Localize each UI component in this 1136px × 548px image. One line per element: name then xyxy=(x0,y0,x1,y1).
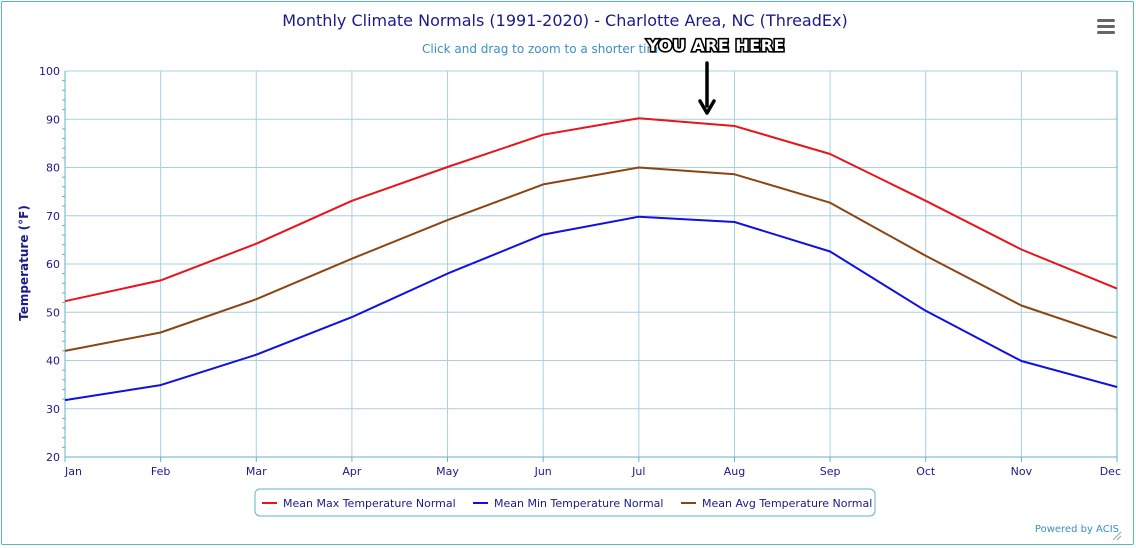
y-tick-label: 80 xyxy=(46,162,60,175)
chart-grid xyxy=(62,70,1118,462)
arrow-head xyxy=(698,99,716,115)
credit-link[interactable]: Powered by ACIS xyxy=(1035,524,1119,535)
y-axis-title: Temperature (°F) xyxy=(17,205,31,321)
legend-item-label[interactable]: Mean Avg Temperature Normal xyxy=(702,497,872,510)
x-axis: Jan Feb Mar Apr May Jun Jul Aug Sep Oct Nov Dec xyxy=(64,465,1121,478)
annotation-label: YOU ARE HERE xyxy=(646,36,785,55)
x-tick-label: May xyxy=(436,465,459,478)
chart-legend: Mean Max Temperature Normal Mean Min Temp… xyxy=(254,488,876,517)
y-tick-label: 70 xyxy=(46,210,60,223)
legend-item-label[interactable]: Mean Min Temperature Normal xyxy=(494,497,663,510)
y-tick-label: 20 xyxy=(46,451,60,464)
x-tick-label: Oct xyxy=(916,465,936,478)
series-line-1[interactable] xyxy=(64,215,1118,402)
x-tick-label: Apr xyxy=(342,465,362,478)
x-tick-label: Jun xyxy=(534,465,552,478)
series-line-2[interactable] xyxy=(64,166,1118,352)
x-tick-label: Dec xyxy=(1100,465,1121,478)
y-axis: 20 30 40 50 60 70 80 90 100 xyxy=(39,65,60,464)
chart-subtitle: Click and drag to zoom to a shorter tim xyxy=(422,42,658,56)
x-tick-label: Jan xyxy=(64,465,82,478)
series-line-0[interactable] xyxy=(64,117,1118,303)
y-tick-label: 100 xyxy=(39,65,60,78)
y-tick-label: 50 xyxy=(46,306,60,319)
legend-box xyxy=(254,488,876,517)
legend-item-label[interactable]: Mean Max Temperature Normal xyxy=(283,497,456,510)
you-are-here-annotation: YOU ARE HERE xyxy=(644,34,786,115)
x-tick-label: Nov xyxy=(1011,465,1033,478)
y-tick-label: 90 xyxy=(46,113,60,126)
x-tick-label: Mar xyxy=(246,465,267,478)
chart-title: Monthly Climate Normals (1991-2020) - Ch… xyxy=(282,11,847,30)
y-tick-label: 60 xyxy=(46,258,60,271)
y-tick-label: 40 xyxy=(46,355,60,368)
resize-handle-icon[interactable] xyxy=(1112,531,1122,541)
y-tick-label: 30 xyxy=(46,403,60,416)
x-tick-label: Jul xyxy=(631,465,645,478)
x-tick-label: Sep xyxy=(820,465,841,478)
x-tick-label: Feb xyxy=(151,465,170,478)
series-lines xyxy=(64,117,1118,402)
menu-icon[interactable] xyxy=(1097,19,1115,34)
x-tick-label: Aug xyxy=(724,465,745,478)
